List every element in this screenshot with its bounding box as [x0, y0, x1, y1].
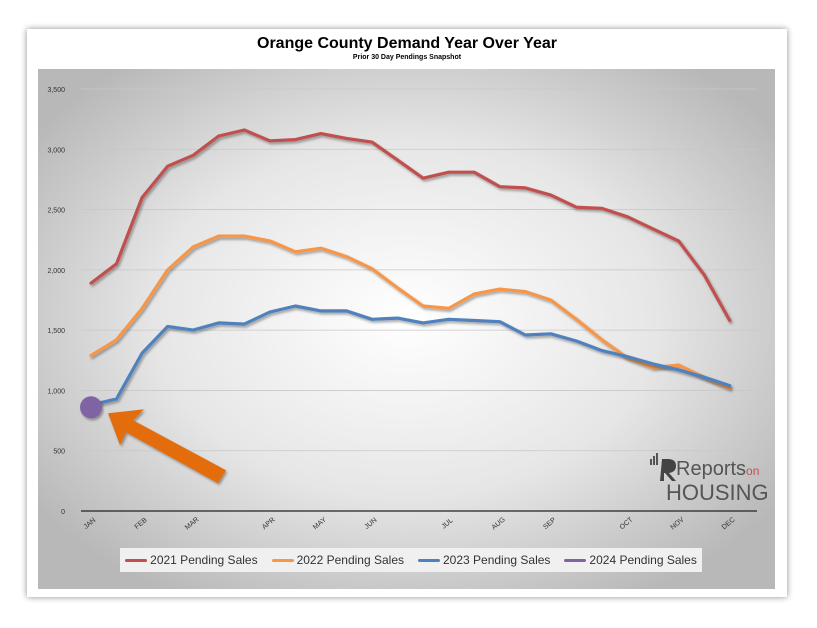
y-tick-label: 3,500 [47, 87, 65, 94]
y-tick-label: 1,000 [47, 388, 65, 395]
annotation-arrow [108, 409, 226, 484]
y-axis: 0 500 1,000 1,500 2,000 2,500 3,000 3,500 [47, 87, 65, 516]
legend-label: 2024 Pending Sales [589, 553, 697, 567]
y-tick-label: 3,000 [47, 147, 65, 154]
y-tick-label: 0 [61, 509, 65, 516]
legend-item: 2022 Pending Sales [271, 553, 404, 567]
y-tick-label: 1,500 [47, 328, 65, 335]
legend-swatch [271, 558, 294, 562]
series-lines [80, 128, 732, 419]
legend-swatch [125, 558, 148, 562]
reports-on-housing-logo: Reportson HOUSING [620, 451, 769, 511]
y-tick-label: 500 [53, 449, 65, 456]
legend-item: 2023 Pending Sales [418, 553, 550, 567]
series-line [89, 304, 732, 407]
legend-label: 2021 Pending Sales [150, 553, 258, 567]
logo-text-reports: Reports [676, 458, 747, 480]
legend-item: 2024 Pending Sales [564, 553, 697, 567]
legend-item: 2021 Pending Sales [125, 553, 258, 567]
series-point [80, 396, 102, 419]
logo-bars-icon [650, 453, 658, 465]
chart-title: Orange County Demand Year Over Year [257, 35, 557, 52]
chart-legend: 2021 Pending Sales 2022 Pending Sales 2023… [120, 548, 702, 572]
series-line [89, 128, 732, 323]
legend-label: 2022 Pending Sales [296, 553, 404, 567]
y-tick-label: 2,000 [47, 268, 65, 275]
y-tick-label: 2,500 [47, 208, 65, 215]
logo-text-on: on [746, 464, 760, 478]
legend-label: 2023 Pending Sales [443, 553, 551, 567]
plot-background [38, 69, 775, 589]
legend-swatch [564, 558, 587, 562]
logo-r-icon [660, 459, 676, 481]
logo-text-housing: HOUSING [666, 480, 769, 505]
orange-arrow-icon [108, 409, 226, 484]
chart-frame: 0 500 1,000 1,500 2,000 2,500 3,000 3,500 JAN FE… [27, 29, 787, 597]
chart-subtitle: Prior 30 Day Pendings Snapshot [352, 54, 462, 61]
legend-swatch [418, 558, 440, 562]
